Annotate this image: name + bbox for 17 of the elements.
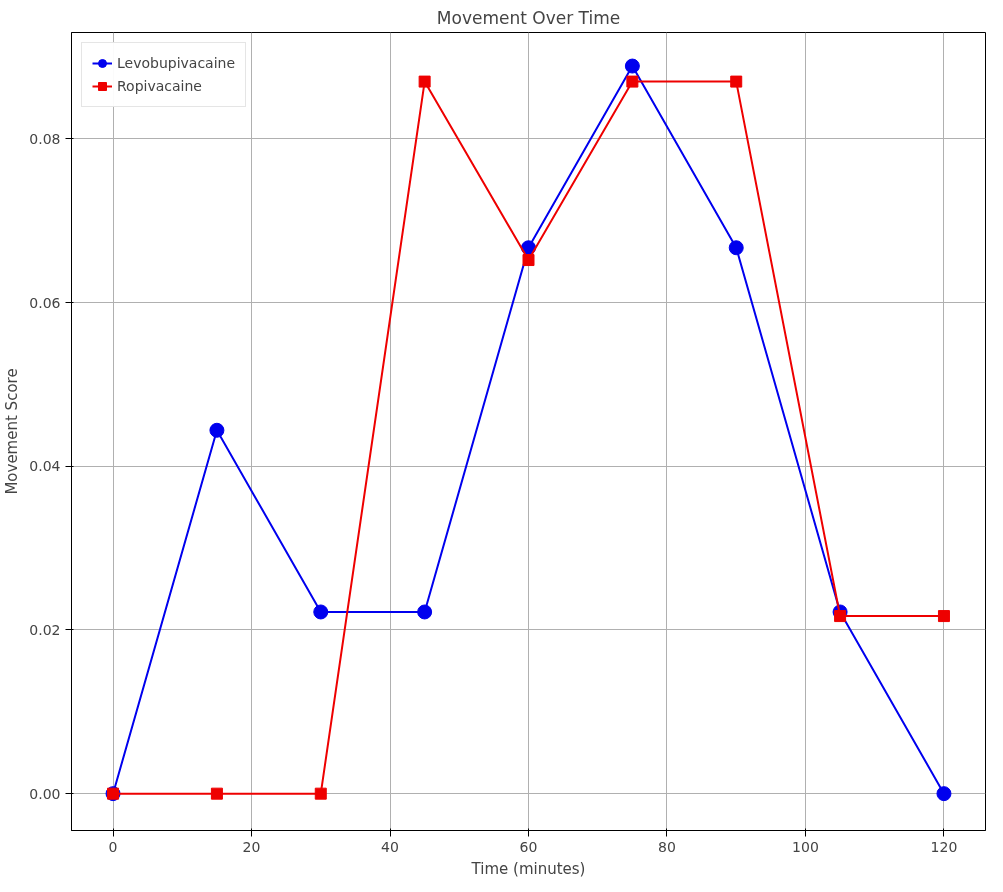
x-tick-label: 20 (242, 838, 261, 855)
y-axis-title: Movement Score (3, 368, 22, 495)
y-tick-label: 0.08 (29, 130, 61, 147)
x-tick-label: 40 (381, 838, 399, 855)
x-tick-label: 120 (930, 838, 958, 855)
y-tick-label: 0.02 (29, 621, 61, 638)
legend-label: Levobupivacaine (117, 55, 236, 71)
chart-title: Movement Over Time (436, 7, 621, 28)
y-tick-label: 0.04 (29, 458, 61, 475)
y-tick-label: 0.06 (29, 294, 61, 311)
legend-label: Ropivacaine (117, 78, 202, 94)
x-tick-label: 60 (519, 838, 538, 855)
x-axis-title: Time (minutes) (470, 859, 586, 878)
x-tick-label: 100 (792, 838, 819, 855)
y-tick-label: 0.00 (29, 785, 61, 802)
x-tick-label: 80 (658, 838, 676, 855)
x-tick-label: 0 (108, 838, 118, 855)
